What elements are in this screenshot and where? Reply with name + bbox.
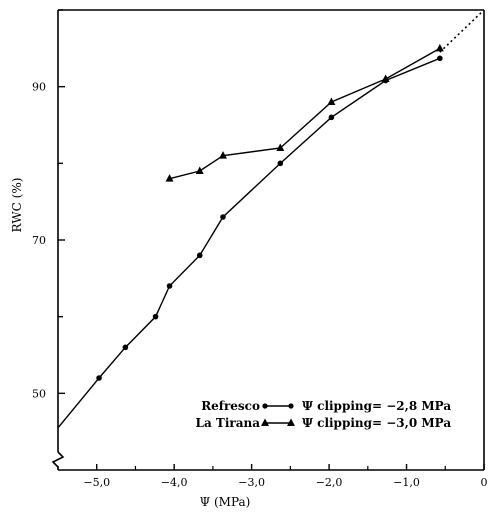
- x-tick-label: −2,0: [316, 476, 343, 489]
- la-tirana-point: [165, 174, 174, 182]
- refresco-point: [277, 160, 284, 167]
- legend-label-la-tirana: La Tirana: [196, 416, 261, 430]
- refresco-point: [437, 55, 443, 62]
- refresco-line: [98, 57, 441, 379]
- legend-clipping-value-refresco: = −2,8 MPa: [372, 399, 451, 413]
- legend-clipping-value-la-tirana: = −3,0 MPa: [372, 416, 451, 430]
- la-tirana-point: [381, 74, 390, 82]
- x-tick-label: −3,0: [238, 476, 265, 489]
- dotted-extension-line: [439, 9, 485, 53]
- refresco-extension-line: [57, 377, 100, 429]
- refresco-point: [220, 214, 226, 220]
- la-tirana-point: [276, 143, 285, 151]
- axes: [51, 9, 485, 471]
- x-axis-label: Ψ (MPa): [200, 495, 251, 509]
- x-tick-label: −4,0: [161, 476, 188, 489]
- la-tirana-point: [195, 166, 204, 174]
- la-tirana-point: [435, 43, 444, 52]
- x-tick-label: 0: [481, 476, 488, 489]
- y-tick-label: 70: [32, 234, 46, 247]
- x-tick-label: −5,0: [83, 476, 110, 489]
- refresco-point: [328, 114, 335, 121]
- legend-marker-refresco: [288, 403, 294, 409]
- legend-marker-la-tirana: [261, 418, 269, 426]
- legend-marker-refresco: [262, 403, 268, 409]
- refresco-point: [152, 313, 159, 320]
- refresco-point: [196, 252, 203, 259]
- legend-clipping-label-la-tirana: Ψ clipping: [302, 416, 373, 430]
- la-tirana-point: [327, 97, 336, 105]
- series-group: [57, 9, 485, 429]
- y-axis-label: RWC (%): [10, 178, 24, 233]
- la-tirana-point: [218, 151, 227, 159]
- y-tick-label: 50: [32, 387, 46, 400]
- legend-clipping-label-refresco: Ψ clipping: [302, 399, 373, 413]
- refresco-point: [166, 283, 173, 289]
- refresco-point: [122, 344, 129, 351]
- la-tirana-line: [169, 47, 441, 180]
- ticks: −5,0 −4,0 −3,0 −2,0 −1,0 0 50 70 90: [32, 9, 488, 489]
- y-tick-label: 90: [32, 81, 46, 94]
- legend-label-refresco: Refresco: [201, 399, 260, 413]
- x-tick-label: −1,0: [393, 476, 420, 489]
- legend-marker-la-tirana: [287, 418, 295, 426]
- refresco-point: [96, 375, 102, 381]
